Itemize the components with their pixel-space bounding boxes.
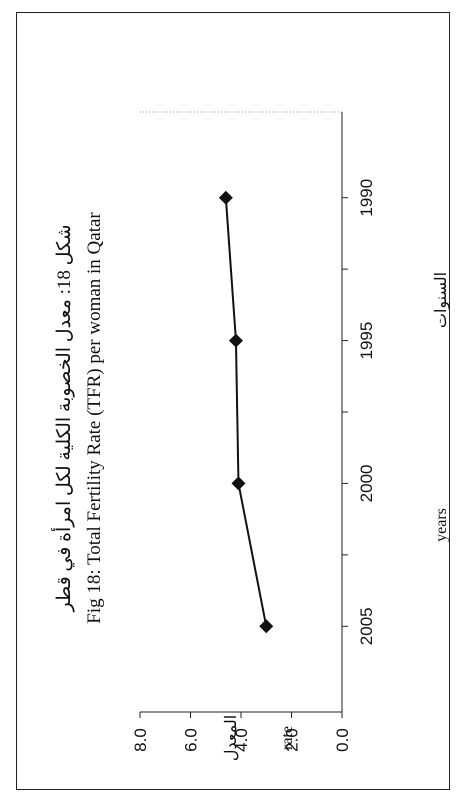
y-tick-label: 8.0 (131, 728, 150, 752)
x-tick-label: 2005 (357, 607, 376, 645)
y-tick-label: 0.0 (333, 728, 352, 752)
x-axis-label: years (433, 508, 450, 542)
data-point-1995 (228, 333, 243, 348)
x-tick-label: 1995 (357, 322, 376, 360)
data-point-1990 (218, 190, 233, 205)
x-tick-label: 1990 (357, 179, 376, 217)
y-tick-label: 6.0 (182, 728, 201, 752)
figure-frame (16, 12, 450, 790)
series-line-0 (224, 197, 268, 627)
data-point-2000 (231, 476, 246, 491)
chart-title-arabic: شكل 18: معدل الخصوبة الكلية لكل امرأة في… (50, 225, 75, 613)
y-axis-label: rate (279, 726, 296, 750)
chart-labels: شكل 18: معدل الخصوبة الكلية لكل امرأة في… (50, 212, 450, 762)
y-tick-label: 2.0 (283, 728, 302, 752)
y-tick-label: 4.0 (232, 728, 251, 752)
y-axis-label-arabic: المعدل (223, 715, 240, 761)
data-point-2005 (259, 619, 274, 634)
x-axis-label-arabic: السنوات (433, 272, 450, 328)
plot-area: 1990 1995 2000 2005 0.0 2.0 4.0 6.0 8.0 (131, 111, 376, 752)
chart-title: Fig 18: Total Fertility Rate (TFR) per w… (84, 212, 105, 624)
x-tick-label: 2000 (357, 465, 376, 503)
